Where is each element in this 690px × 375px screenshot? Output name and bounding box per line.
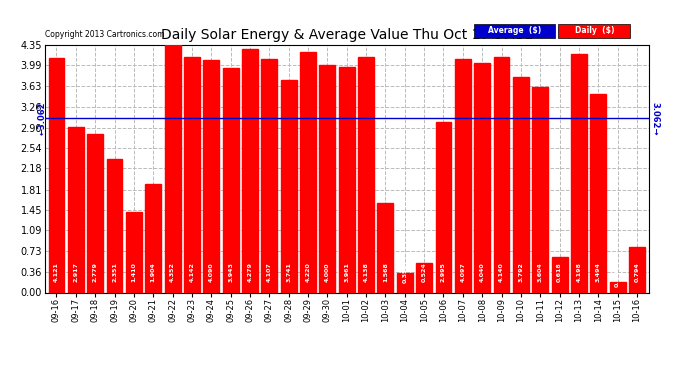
Text: Copyright 2013 Cartronics.com: Copyright 2013 Cartronics.com [45, 30, 164, 39]
Text: 0.524: 0.524 [422, 262, 426, 282]
Text: 3.792: 3.792 [518, 262, 524, 282]
Text: 0.794: 0.794 [635, 262, 640, 282]
Bar [87, 134, 103, 292]
Text: 4.140: 4.140 [499, 262, 504, 282]
Text: 2.995: 2.995 [441, 262, 446, 282]
Text: 3.494: 3.494 [595, 262, 601, 282]
Bar [223, 68, 239, 292]
Bar [68, 126, 83, 292]
Text: 1.904: 1.904 [150, 262, 156, 282]
Bar [48, 58, 64, 292]
Text: 4.121: 4.121 [54, 262, 59, 282]
Bar [397, 273, 413, 292]
Bar [358, 57, 374, 292]
Bar [300, 53, 316, 292]
Bar [474, 63, 490, 292]
Bar [377, 203, 393, 292]
Text: 1.568: 1.568 [383, 262, 388, 282]
Bar [591, 94, 607, 292]
Bar [146, 184, 161, 292]
Title: Daily Solar Energy & Average Value Thu Oct 17 07:31: Daily Solar Energy & Average Value Thu O… [161, 28, 533, 42]
Text: 4.279: 4.279 [248, 262, 253, 282]
Bar [532, 87, 548, 292]
Text: ←3.062: ←3.062 [38, 102, 47, 135]
Bar [106, 159, 122, 292]
Bar [319, 65, 335, 292]
Text: 4.138: 4.138 [364, 262, 368, 282]
Text: 4.220: 4.220 [306, 262, 310, 282]
Text: 0.351: 0.351 [402, 263, 407, 282]
Text: 4.142: 4.142 [190, 262, 195, 282]
Bar [455, 59, 471, 292]
Bar [629, 248, 645, 292]
Text: 3.741: 3.741 [286, 262, 291, 282]
Bar [339, 67, 355, 292]
FancyBboxPatch shape [473, 24, 555, 38]
Bar [165, 45, 181, 292]
Text: 4.097: 4.097 [460, 262, 465, 282]
Text: 1.410: 1.410 [131, 262, 137, 282]
Bar [204, 60, 219, 292]
Text: Daily  ($): Daily ($) [575, 26, 614, 35]
Bar [435, 122, 451, 292]
Bar [262, 59, 277, 292]
Bar [513, 77, 529, 292]
Bar [126, 212, 142, 292]
Bar [184, 57, 200, 292]
Text: 3.604: 3.604 [538, 262, 543, 282]
Text: 4.000: 4.000 [325, 263, 330, 282]
Text: 4.107: 4.107 [267, 262, 272, 282]
Bar [610, 282, 626, 292]
Text: Average  ($): Average ($) [488, 26, 541, 35]
Text: 4.090: 4.090 [209, 262, 214, 282]
Text: 3.062→: 3.062→ [651, 102, 660, 135]
Bar [416, 262, 432, 292]
Text: 4.198: 4.198 [576, 262, 582, 282]
Text: 0.190: 0.190 [615, 267, 620, 287]
Text: 2.351: 2.351 [112, 262, 117, 282]
Bar [571, 54, 587, 292]
Text: 4.040: 4.040 [480, 262, 484, 282]
Text: 3.943: 3.943 [228, 262, 233, 282]
Bar [551, 257, 567, 292]
Text: 4.352: 4.352 [170, 262, 175, 282]
Text: 2.917: 2.917 [73, 262, 78, 282]
Text: 0.618: 0.618 [557, 262, 562, 282]
Text: 3.961: 3.961 [344, 262, 349, 282]
FancyBboxPatch shape [558, 24, 631, 38]
Text: 2.779: 2.779 [92, 262, 98, 282]
Bar [281, 80, 297, 292]
Bar [493, 57, 509, 292]
Bar [242, 49, 258, 292]
